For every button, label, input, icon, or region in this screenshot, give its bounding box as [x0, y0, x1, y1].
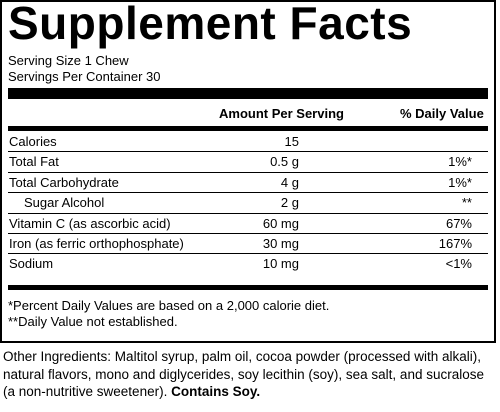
nutrient-daily-value: 167% — [438, 235, 472, 251]
nutrient-row-total-fat: Total Fat 0.5 g 1%* — [8, 151, 488, 171]
nutrient-row-sodium: Sodium 10 mg <1% — [8, 253, 488, 273]
nutrient-label: Sodium — [9, 256, 54, 272]
nutrient-label: Total Fat — [9, 154, 59, 170]
thick-divider — [8, 88, 488, 99]
nutrient-daily-value: ** — [461, 195, 472, 211]
panel-title: Supplement Facts — [8, 0, 413, 49]
nutrient-daily-value: <1% — [445, 256, 472, 272]
nutrient-daily-value: 1%* — [448, 154, 472, 170]
footnote-not-established: **Daily Value not established. — [8, 314, 178, 329]
servings-per-container: Servings Per Container 30 — [8, 69, 161, 84]
nutrient-label: Vitamin C (as ascorbic acid) — [9, 215, 171, 231]
nutrient-row-calories: Calories 15 — [8, 132, 488, 151]
nutrient-amount: 30 mg — [262, 235, 299, 251]
nutrient-daily-value: 1%* — [448, 174, 472, 190]
nutrient-amount: 10 mg — [262, 256, 299, 272]
nutrient-row-sugar-alcohol: Sugar Alcohol 2 g ** — [8, 192, 488, 212]
header-divider — [8, 126, 488, 131]
nutrient-amount: 4 g — [280, 174, 299, 190]
footnotes: *Percent Daily Values are based on a 2,0… — [8, 298, 329, 330]
nutrient-row-vitamin-c: Vitamin C (as ascorbic acid) 60 mg 67% — [8, 212, 488, 233]
footnote-divider — [8, 285, 488, 290]
nutrient-label: Total Carbohydrate — [9, 174, 119, 190]
nutrient-amount: 0.5 g — [270, 154, 299, 170]
ingredients-text: Other Ingredients: Maltitol syrup, palm … — [3, 349, 484, 399]
other-ingredients: Other Ingredients: Maltitol syrup, palm … — [3, 348, 497, 401]
header-amount-per-serving: Amount Per Serving — [219, 106, 344, 121]
nutrient-label: Calories — [9, 134, 57, 149]
serving-size: Serving Size 1 Chew — [8, 53, 129, 68]
nutrient-rows: Calories 15 Total Fat 0.5 g 1%* Total Ca… — [8, 132, 488, 274]
nutrient-amount: 60 mg — [262, 215, 299, 231]
allergen-statement: Contains Soy. — [171, 384, 261, 399]
nutrient-row-iron: Iron (as ferric orthophosphate) 30 mg 16… — [8, 232, 488, 253]
nutrient-amount: 2 g — [280, 195, 299, 211]
footnote-daily-values: *Percent Daily Values are based on a 2,0… — [8, 298, 330, 313]
nutrient-label: Sugar Alcohol — [24, 195, 105, 211]
serving-info: Serving Size 1 Chew Servings Per Contain… — [8, 53, 160, 85]
nutrient-amount: 15 — [284, 134, 299, 149]
nutrient-daily-value: 67% — [445, 215, 472, 231]
nutrient-label: Iron (as ferric orthophosphate) — [9, 235, 184, 251]
header-daily-value: % Daily Value — [400, 106, 484, 121]
supplement-facts-panel: Supplement Facts Serving Size 1 Chew Ser… — [0, 0, 496, 343]
nutrient-row-total-carbohydrate: Total Carbohydrate 4 g 1%* — [8, 171, 488, 192]
